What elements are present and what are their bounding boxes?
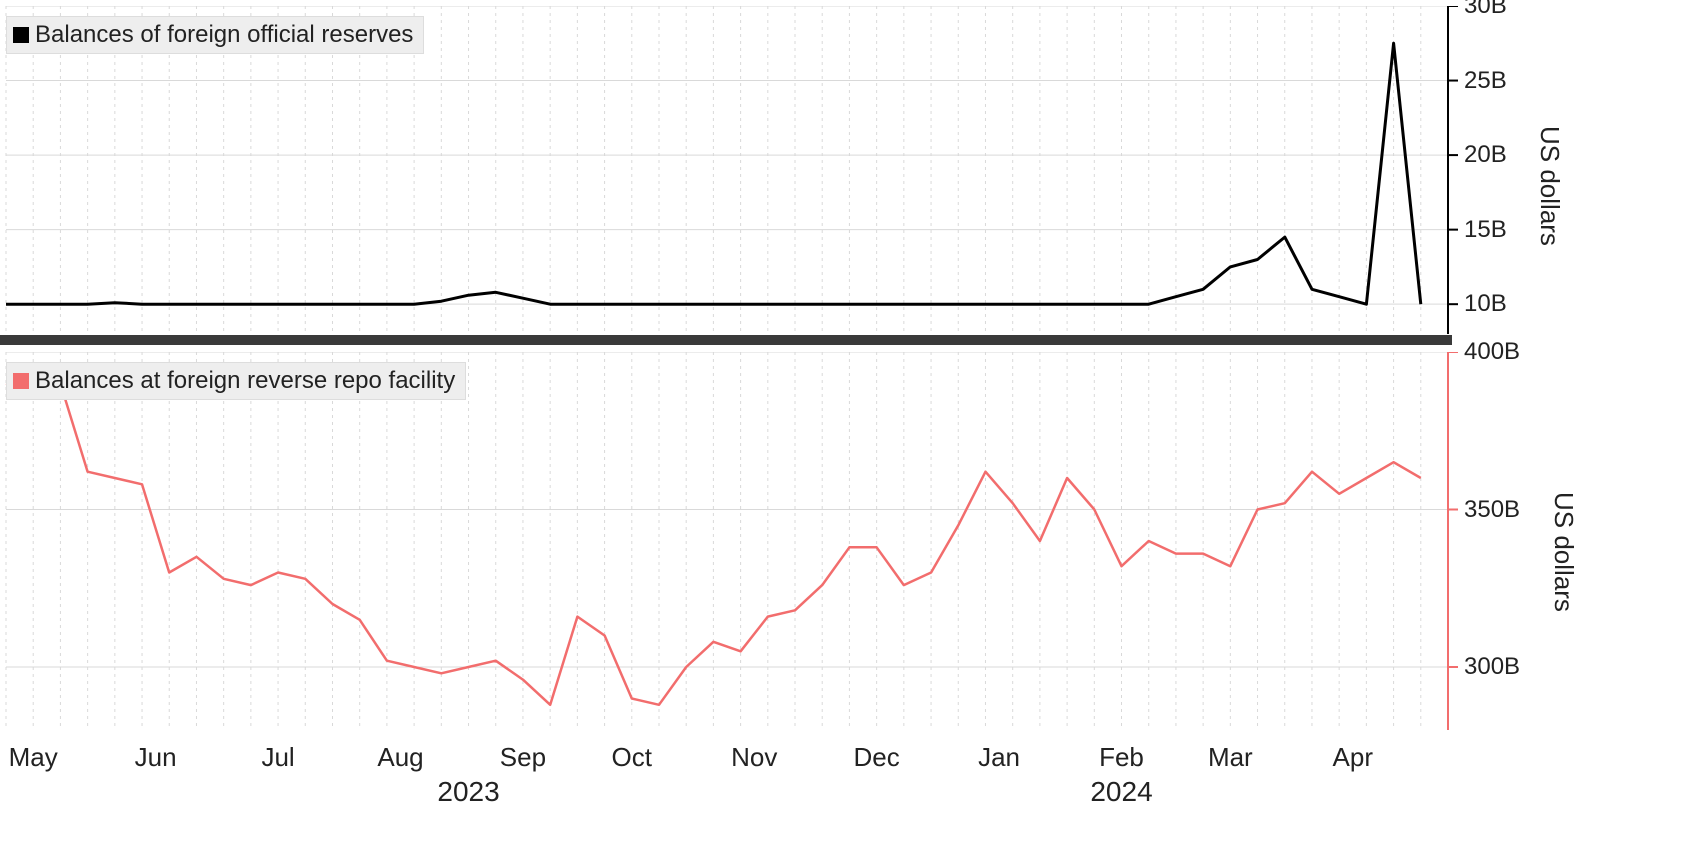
x-tick-label: May	[9, 742, 58, 773]
y-tick-label: 15B	[1464, 216, 1507, 244]
panel-divider	[0, 335, 1452, 345]
x-tick-label: Jun	[135, 742, 177, 773]
x-tick-label: Aug	[377, 742, 423, 773]
y-tick-label: 25B	[1464, 67, 1507, 95]
x-tick-label: Feb	[1099, 742, 1144, 773]
chart-container: Balances of foreign official reserves Ba…	[0, 0, 1700, 849]
x-tick-label: Apr	[1333, 742, 1373, 773]
x-tick-label: Oct	[612, 742, 652, 773]
y-tick-label: 300B	[1464, 653, 1520, 681]
legend-label-top: Balances of foreign official reserves	[35, 21, 413, 49]
y-axis-label-bottom: US dollars	[1548, 452, 1579, 652]
legend-swatch-bottom	[13, 373, 29, 389]
x-tick-label: Mar	[1208, 742, 1253, 773]
legend-bottom: Balances at foreign reverse repo facilit…	[6, 362, 466, 400]
legend-label-bottom: Balances at foreign reverse repo facilit…	[35, 367, 455, 395]
x-tick-label: Jul	[261, 742, 294, 773]
legend-swatch-top	[13, 27, 29, 43]
x-tick-label: Sep	[500, 742, 546, 773]
y-tick-label: 350B	[1464, 496, 1520, 524]
x-year-label: 2023	[437, 776, 499, 808]
legend-top: Balances of foreign official reserves	[6, 16, 424, 54]
y-tick-label: 20B	[1464, 141, 1507, 169]
y-tick-label: 400B	[1464, 338, 1520, 366]
x-tick-label: Nov	[731, 742, 777, 773]
y-tick-label: 10B	[1464, 290, 1507, 318]
bottom-chart-svg	[0, 352, 1478, 732]
y-axis-label-top: US dollars	[1534, 86, 1565, 286]
x-tick-label: Dec	[854, 742, 900, 773]
y-tick-label: 30B	[1464, 0, 1507, 20]
top-chart-svg	[0, 6, 1478, 336]
x-year-label: 2024	[1090, 776, 1152, 808]
x-tick-label: Jan	[978, 742, 1020, 773]
